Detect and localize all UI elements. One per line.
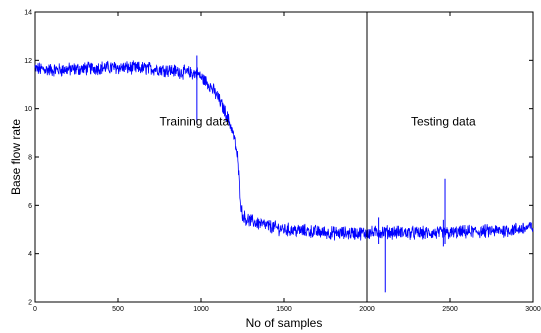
annotation-testing-data: Testing data (411, 115, 476, 129)
x-tick-label: 3000 (525, 306, 541, 313)
y-tick-label: 6 (28, 203, 32, 210)
series-line (34, 60, 534, 241)
x-tick-label: 1000 (193, 306, 209, 313)
y-axis-label: Base flow rate (9, 119, 23, 195)
x-tick-label: 500 (112, 306, 124, 313)
y-tick-label: 10 (24, 106, 32, 113)
x-tick-label: 2500 (442, 306, 458, 313)
y-tick-label: 14 (24, 10, 32, 17)
y-tick-label: 4 (28, 251, 32, 258)
y-tick-label: 8 (28, 155, 32, 162)
x-axis-label: No of samples (246, 316, 323, 330)
x-tick-label: 1500 (276, 306, 292, 313)
axis-ticks: 0 500 1000 1500 2000 2500 3000 2 4 6 8 10 12 14 (24, 10, 541, 314)
annotation-training-data: Training data (160, 115, 230, 129)
x-tick-label: 0 (33, 306, 37, 313)
y-tick-label: 12 (24, 58, 32, 65)
y-tick-label: 2 (28, 300, 32, 307)
plot-frame (34, 11, 534, 303)
x-tick-label: 2000 (359, 306, 375, 313)
series-layer (34, 55, 534, 293)
